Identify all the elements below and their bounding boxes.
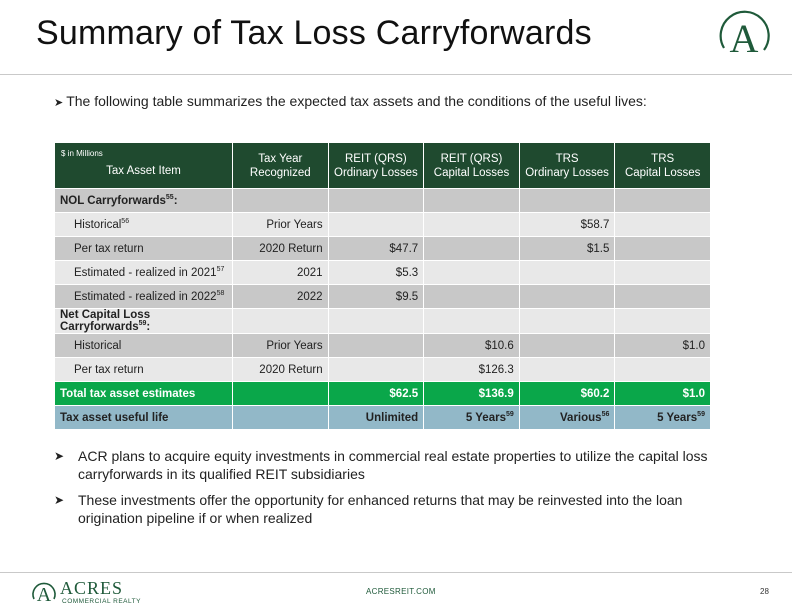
cell-trs-capital: $1.0 xyxy=(614,381,711,406)
row-label: Per tax return xyxy=(54,236,233,261)
page-number: 28 xyxy=(760,587,769,596)
cell-trs-ordinary: $60.2 xyxy=(518,381,616,406)
header-trs-ordinary: TRS Ordinary Losses xyxy=(518,142,616,189)
total-row: Total tax asset estimates $62.5 $136.9 $… xyxy=(54,381,711,406)
cell-year: 2021 xyxy=(232,260,329,285)
row-label: Historical xyxy=(54,333,233,358)
cell-reit-ordinary: $9.5 xyxy=(327,284,425,309)
cell-year: 2020 Return xyxy=(232,236,329,261)
cell-year: Prior Years xyxy=(232,212,329,237)
cell-year: 2020 Return xyxy=(232,357,329,382)
table-row: NOL Carryforwards55: xyxy=(54,188,711,213)
table-header-row: $ in Millions Tax Asset Item Tax Year Rec… xyxy=(54,142,711,189)
brand-subtitle: COMMERCIAL REALTY xyxy=(62,598,141,605)
table-row: Estimated - realized in 202157 2021 $5.3 xyxy=(54,260,711,285)
footer-website-link[interactable]: ACRESREIT.COM xyxy=(366,587,436,596)
cell-reit-ordinary: $62.5 xyxy=(327,381,425,406)
row-label: NOL Carryforwards55: xyxy=(54,188,233,213)
bullet-text: These investments offer the opportunity … xyxy=(78,492,683,526)
cell-reit-ordinary: $47.7 xyxy=(327,236,425,261)
tax-asset-table: $ in Millions Tax Asset Item Tax Year Rec… xyxy=(54,142,711,430)
row-label: Net Capital Loss Carryforwards59: xyxy=(54,308,233,334)
cell-reit-ordinary: $5.3 xyxy=(327,260,425,285)
list-item: ➤ ACR plans to acquire equity investment… xyxy=(54,447,734,483)
table-row: Per tax return 2020 Return $126.3 xyxy=(54,357,711,382)
row-label: Historical56 xyxy=(54,212,233,237)
useful-life-row: Tax asset useful life Unlimited 5 Years5… xyxy=(54,405,711,430)
cell-year: 2022 xyxy=(232,284,329,309)
row-label: Tax asset useful life xyxy=(54,405,233,430)
intro-label: The following table summarizes the expec… xyxy=(66,93,647,109)
arrow-bullet-icon: ➤ xyxy=(54,493,65,507)
header-label: Tax Asset Item xyxy=(106,164,181,177)
table-row: Estimated - realized in 202258 2022 $9.5 xyxy=(54,284,711,309)
title-divider xyxy=(0,74,792,75)
table-row: Historical56 Prior Years $58.7 xyxy=(54,212,711,237)
row-label: Total tax asset estimates xyxy=(54,381,233,406)
table-row: Historical Prior Years $10.6 $1.0 xyxy=(54,333,711,358)
cell-year: Prior Years xyxy=(232,333,329,358)
header-tax-year: Tax Year Recognized xyxy=(232,142,329,189)
acres-logo-icon: A xyxy=(32,582,56,606)
row-label: Estimated - realized in 202157 xyxy=(54,260,233,285)
acres-logo-icon: A xyxy=(719,10,770,61)
header-tax-asset-item: $ in Millions Tax Asset Item xyxy=(54,142,233,189)
brand-name: ACRES xyxy=(60,578,124,598)
cell-reit-ordinary: Unlimited xyxy=(327,405,425,430)
logo-letter: A xyxy=(730,16,759,61)
footer-divider xyxy=(0,572,792,573)
bullet-text: ACR plans to acquire equity investments … xyxy=(78,448,708,482)
header-trs-capital: TRS Capital Losses xyxy=(614,142,711,189)
cell-reit-capital: $10.6 xyxy=(423,333,520,358)
cell-reit-capital: $136.9 xyxy=(423,381,520,406)
page-title: Summary of Tax Loss Carryforwards xyxy=(36,14,592,52)
table-row: Per tax return 2020 Return $47.7 $1.5 xyxy=(54,236,711,261)
cell-trs-ordinary: $1.5 xyxy=(518,236,616,261)
cell-trs-capital: $1.0 xyxy=(614,333,711,358)
header-reit-ordinary: REIT (QRS) Ordinary Losses xyxy=(327,142,425,189)
logo-letter: A xyxy=(37,584,52,606)
intro-text: ➤ The following table summarizes the expe… xyxy=(54,93,647,109)
arrow-bullet-icon: ➤ xyxy=(54,449,65,463)
list-item: ➤ These investments offer the opportunit… xyxy=(54,491,734,527)
cell-trs-capital: 5 Years59 xyxy=(614,405,711,430)
header-reit-capital: REIT (QRS) Capital Losses xyxy=(423,142,520,189)
cell-trs-ordinary: $58.7 xyxy=(518,212,616,237)
cell-reit-capital: 5 Years59 xyxy=(423,405,520,430)
table-row: Net Capital Loss Carryforwards59: xyxy=(54,308,711,334)
arrow-bullet-icon: ➤ xyxy=(54,97,64,109)
bullet-list: ➤ ACR plans to acquire equity investment… xyxy=(54,447,734,535)
cell-reit-capital: $126.3 xyxy=(423,357,520,382)
row-label: Per tax return xyxy=(54,357,233,382)
cell-trs-ordinary: Various56 xyxy=(518,405,616,430)
units-note: $ in Millions xyxy=(61,149,103,158)
row-label: Estimated - realized in 202258 xyxy=(54,284,233,309)
